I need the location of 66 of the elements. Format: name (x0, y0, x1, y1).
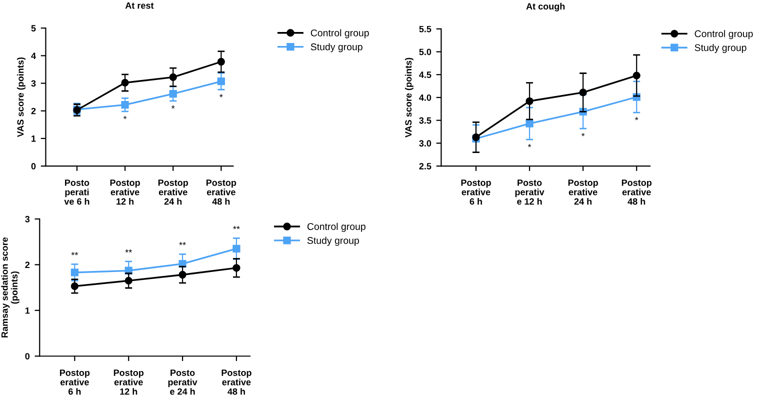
y-tick-label: 0 (25, 353, 30, 360)
y-tick-label: 1 (25, 307, 30, 314)
point (169, 73, 177, 82)
legend-label: Control group (310, 29, 369, 38)
legend-label: Study group (310, 43, 362, 52)
y-tick-label: 1 (32, 136, 36, 142)
point (70, 282, 78, 290)
chart-title: At rest (125, 2, 154, 9)
y-tick-label: 5.0 (419, 48, 432, 56)
annotation: * (123, 116, 127, 120)
point (579, 88, 587, 96)
chart-title: At cough (526, 2, 565, 12)
legend-label: Control group (694, 30, 753, 40)
x-tick-label: Postop erative 48 h (206, 180, 236, 205)
y-tick-label: 2 (25, 262, 30, 268)
annotation: * (581, 133, 585, 136)
point (632, 72, 640, 80)
point (526, 120, 534, 128)
point (217, 58, 225, 66)
y-tick-label: 3.5 (419, 117, 432, 124)
y-axis-title: VAS score (points) (404, 58, 414, 138)
annotation: ** (233, 226, 240, 230)
x-tick-label: Posto perativ e 12 h (515, 180, 544, 205)
x-tick-label: Postop erative 12 h (114, 370, 144, 395)
y-tick-label: 2.5 (419, 163, 432, 170)
point (232, 264, 240, 272)
point (217, 78, 225, 86)
y-tick-label: 4.5 (419, 72, 432, 78)
point (526, 97, 534, 105)
annotation: * (634, 117, 638, 120)
point (124, 276, 132, 285)
y-axis-title: VAS score (points) (17, 57, 26, 138)
x-tick-label: Posto perati ve 6 h (64, 180, 90, 205)
annotation: ** (71, 252, 78, 256)
x-tick-label: Postop erative 24 h (158, 180, 188, 205)
y-tick-label: 3 (25, 216, 30, 222)
x-tick-label: Postop erative 48 h (622, 180, 652, 205)
y-tick-label: 4.0 (419, 94, 432, 101)
point (232, 244, 240, 253)
point (178, 270, 186, 279)
y-tick-label: 5 (31, 25, 36, 32)
point (121, 78, 129, 87)
y-tick-label: 4 (31, 52, 36, 59)
annotation: * (171, 105, 175, 109)
y-tick-label: 0 (31, 163, 36, 170)
x-tick-label: Postop erative 24 h (568, 180, 598, 205)
annotation: * (528, 144, 532, 148)
x-tick-label: Postop erative 6 h (461, 180, 491, 205)
point (169, 90, 177, 98)
point (70, 268, 78, 276)
legend-label: Study group (694, 44, 746, 54)
annotation: * (220, 94, 223, 98)
point (121, 100, 129, 109)
annotation: ** (125, 249, 132, 252)
x-tick-label: Postop erative 12 h (110, 180, 140, 205)
y-tick-label: 5.5 (419, 26, 432, 32)
x-tick-label: Postop erative 6 h (60, 370, 90, 395)
annotation: ** (179, 242, 186, 246)
y-tick-label: 3 (31, 80, 36, 87)
y-tick-label: 3.0 (419, 140, 432, 147)
legend-label: Control group (307, 222, 366, 232)
legend-label: Study group (307, 236, 359, 246)
x-tick-label: Postop erative 48 h (222, 370, 252, 395)
y-axis-title: Ramsay sedation score (points) (1, 237, 20, 338)
y-tick-label: 2 (31, 108, 36, 114)
x-tick-label: Posto perativ e 24 h (168, 370, 198, 395)
